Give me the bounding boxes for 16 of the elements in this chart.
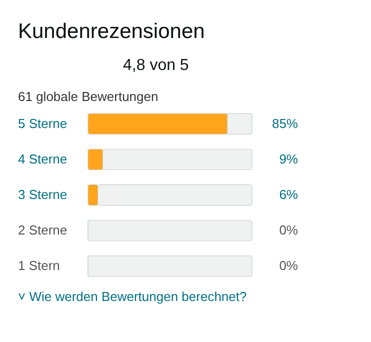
data-label: 0% <box>279 222 298 238</box>
bar <box>88 256 252 277</box>
text: ˅ Wie werden Bewertungen berechnet? <box>18 289 247 304</box>
data-label: 9% <box>279 151 298 166</box>
y-tick-label: 2 Sterne <box>18 222 68 238</box>
bar <box>88 220 252 242</box>
data-label: 0% <box>279 258 298 274</box>
data-label: 85% <box>272 116 298 131</box>
chart-title: Kundenrezensionen <box>18 20 205 43</box>
y-tick-label: 5 Sterne <box>18 116 68 131</box>
data-label: 6% <box>279 187 298 202</box>
y-tick-label: 3 Sterne <box>18 187 68 202</box>
y-tick-label: 1 Stern <box>18 258 60 274</box>
chart-subtitle: 4,8 von 5 <box>123 57 189 74</box>
text: 61 globale Bewertungen <box>18 89 158 104</box>
y-tick-label: 4 Sterne <box>18 151 68 166</box>
